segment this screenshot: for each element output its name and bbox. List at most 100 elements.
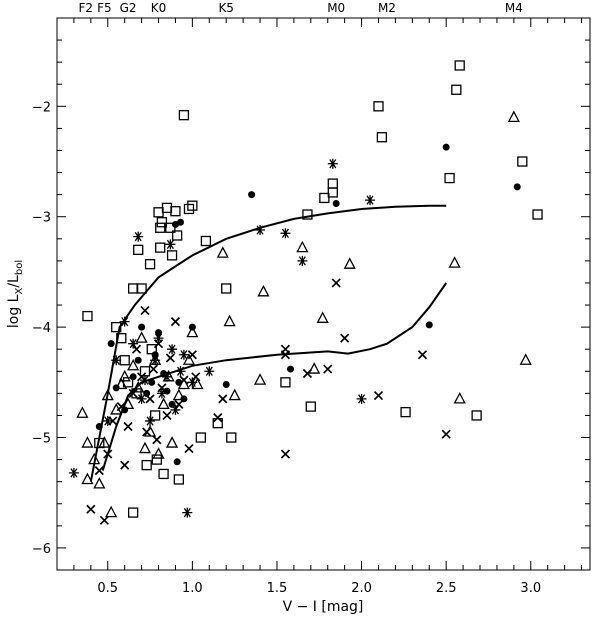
spectral-type-label: K0: [151, 1, 167, 15]
model-curves: [89, 204, 448, 482]
triangle-marker: [127, 358, 140, 371]
spectral-type-labels: F2 F5 G2 K0 K5 M0 M2 M4: [78, 1, 522, 15]
dot-marker: [148, 378, 156, 386]
triangle-marker: [81, 436, 94, 448]
y-tick-label: −4: [32, 321, 51, 336]
star-marker: [102, 415, 113, 426]
cross-marker: [152, 435, 162, 445]
y-tick-labels: −6 −5 −4 −3 −2: [32, 100, 51, 557]
square-marker: [319, 192, 330, 204]
square-marker: [178, 110, 190, 121]
triangle-marker: [135, 331, 148, 343]
star-marker: [365, 195, 376, 206]
square-marker: [200, 235, 212, 247]
square-marker: [144, 259, 156, 270]
square-marker: [136, 283, 147, 294]
triangle-marker: [216, 246, 229, 258]
spectral-type-label: M4: [505, 1, 523, 15]
cross-marker: [417, 350, 428, 360]
cross-marker: [120, 460, 130, 470]
y-tick-label: −6: [32, 542, 51, 557]
triangle-marker: [101, 388, 114, 401]
cross-marker: [148, 364, 159, 374]
cross-marker: [94, 466, 104, 476]
square-marker: [127, 283, 139, 294]
y-axis-label-sub2: bol: [14, 260, 25, 275]
cross-marker: [184, 443, 194, 454]
x-tick-label: 3.0: [520, 581, 541, 596]
y-tick-label: −3: [32, 211, 51, 226]
star-marker: [128, 338, 139, 349]
spectral-type-label: F5: [97, 1, 112, 15]
spectral-type-label: G2: [120, 1, 137, 15]
triangle-marker: [448, 256, 461, 268]
cross-marker: [165, 353, 175, 363]
triangle-marker: [182, 353, 196, 365]
cross-marker: [340, 333, 350, 343]
triangle-marker: [186, 325, 199, 338]
square-marker: [280, 377, 291, 388]
square-marker: [82, 310, 93, 322]
triangle-marker: [316, 311, 329, 323]
star-marker: [145, 415, 156, 426]
square-marker: [155, 242, 166, 253]
square-marker: [400, 406, 411, 418]
triangle-marker: [93, 476, 106, 489]
y-tick-label: −5: [32, 432, 51, 447]
square-marker: [226, 432, 237, 443]
cross-marker: [323, 364, 333, 374]
cross-marker: [280, 344, 291, 354]
star-marker: [161, 371, 172, 382]
square-marker: [111, 321, 122, 333]
y-axis-label-sub1: X: [14, 288, 25, 295]
triangle-marker: [98, 436, 111, 448]
dot-marker: [168, 400, 176, 408]
star-marker: [175, 366, 186, 377]
square-marker: [158, 468, 169, 480]
star-marker: [156, 388, 167, 399]
triangle-marker: [343, 257, 356, 269]
model-curve-1: [89, 204, 447, 482]
data-points: [68, 60, 543, 525]
dot-marker: [180, 395, 188, 403]
cross-marker: [191, 372, 201, 382]
triangle-marker: [223, 314, 236, 327]
triangle-marker: [76, 406, 89, 418]
cross-marker: [187, 350, 197, 360]
x-tick-labels: 0.5 1.0 1.5 2.0 2.5 3.0: [97, 581, 541, 596]
square-marker: [116, 333, 127, 344]
cross-marker: [441, 429, 451, 439]
star-marker: [150, 355, 161, 366]
square-marker: [171, 230, 183, 241]
square-marker: [305, 401, 316, 412]
x-tick-label: 1.5: [267, 581, 288, 596]
square-marker: [451, 84, 462, 95]
cross-marker: [218, 394, 228, 404]
dot-marker: [188, 323, 196, 331]
square-marker: [166, 250, 178, 261]
cross-marker: [128, 388, 138, 398]
dot-marker: [248, 191, 256, 199]
star-marker: [327, 158, 338, 169]
triangle-marker: [519, 353, 532, 365]
dot-marker: [222, 381, 230, 389]
square-marker: [153, 207, 164, 218]
star-marker: [133, 231, 144, 242]
dot-marker: [134, 356, 142, 364]
cross-marker: [86, 504, 96, 514]
cross-marker: [302, 368, 313, 379]
square-marker: [161, 202, 173, 214]
cross-marker: [123, 421, 133, 432]
y-axis-label: log LX/Lbol: [6, 260, 25, 328]
dot-marker: [151, 351, 159, 359]
dot-marker: [112, 384, 120, 392]
cross-marker: [142, 427, 152, 437]
cross-marker: [131, 344, 142, 354]
square-marker: [373, 101, 384, 112]
x-tick-label: 0.5: [97, 581, 118, 596]
x-tick-label: 2.0: [351, 581, 372, 596]
square-marker: [127, 507, 139, 518]
triangle-marker: [172, 388, 185, 401]
square-marker: [170, 206, 181, 217]
